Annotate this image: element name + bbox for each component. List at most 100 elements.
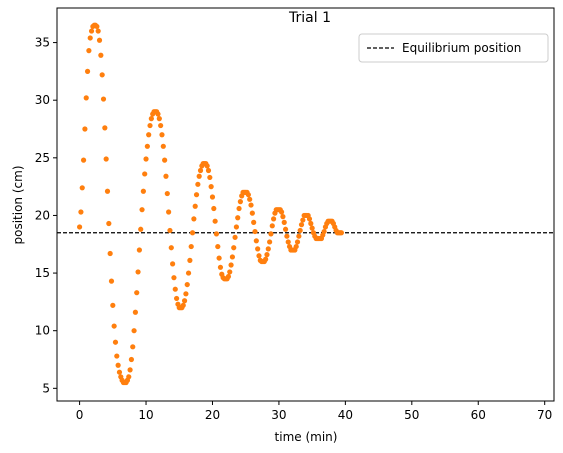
- data-point: [112, 339, 119, 345]
- x-tick-label: 60: [471, 408, 486, 422]
- data-point: [209, 194, 216, 200]
- data-point: [217, 264, 224, 270]
- data-point: [197, 167, 204, 174]
- y-tick-label: 20: [35, 208, 50, 222]
- y-tick-label: 25: [35, 151, 50, 165]
- data-point: [155, 111, 161, 117]
- data-point: [268, 231, 274, 237]
- y-axis-ticks: 5 10 15 20 25 30 35: [35, 36, 57, 395]
- data-point: [131, 328, 137, 334]
- data-point: [139, 207, 145, 213]
- data-point: [215, 243, 221, 250]
- x-tick-label: 70: [537, 408, 552, 422]
- data-point: [108, 278, 115, 284]
- data-point: [86, 48, 92, 54]
- data-point: [284, 233, 290, 239]
- data-point: [138, 226, 144, 232]
- data-point: [269, 223, 275, 229]
- data-point: [297, 227, 303, 234]
- data-point: [189, 230, 196, 236]
- data-point: [146, 132, 152, 138]
- data-point: [212, 218, 218, 224]
- data-point: [193, 192, 200, 198]
- data-point: [207, 174, 213, 181]
- data-point: [247, 196, 253, 202]
- data-point: [267, 239, 273, 245]
- data-point: [264, 252, 270, 258]
- data-point: [107, 250, 113, 257]
- data-point: [106, 220, 112, 227]
- data-point: [225, 273, 232, 280]
- data-point: [236, 205, 242, 212]
- data-point: [216, 255, 222, 261]
- data-point: [171, 275, 177, 281]
- y-tick-label: 5: [42, 381, 50, 395]
- data-point: [256, 253, 262, 259]
- data-point: [148, 116, 154, 122]
- data-point: [95, 28, 101, 34]
- y-tick-label: 15: [35, 266, 50, 280]
- data-point: [116, 369, 123, 375]
- data-point: [188, 243, 194, 250]
- x-tick-label: 20: [205, 408, 220, 422]
- x-tick-label: 40: [338, 408, 353, 422]
- data-point: [96, 37, 103, 43]
- data-point: [252, 228, 258, 235]
- data-point: [147, 122, 153, 129]
- data-point: [294, 239, 301, 245]
- data-point: [263, 256, 269, 262]
- data-point: [79, 185, 85, 191]
- chart-title: Trial 1: [288, 10, 331, 26]
- data-point: [88, 28, 95, 34]
- data-point: [162, 157, 168, 163]
- data-point: [114, 353, 120, 359]
- data-point: [191, 216, 197, 222]
- data-point: [115, 362, 121, 368]
- data-point: [82, 126, 88, 132]
- data-point: [309, 225, 315, 231]
- data-point: [245, 192, 251, 198]
- data-point: [127, 367, 133, 373]
- data-point: [144, 143, 150, 149]
- data-point: [237, 199, 243, 205]
- data-point: [281, 219, 287, 225]
- data-point: [187, 257, 193, 263]
- data-point: [205, 167, 212, 174]
- data-point: [233, 224, 239, 230]
- plot-frame: [56, 7, 555, 402]
- data-point: [167, 227, 173, 234]
- data-point: [142, 171, 148, 177]
- data-point: [184, 281, 190, 288]
- data-point: [102, 125, 108, 131]
- data-point: [338, 230, 344, 236]
- data-point: [170, 261, 176, 267]
- y-tick-label: 35: [35, 36, 50, 50]
- data-point: [100, 96, 107, 102]
- data-point: [204, 163, 210, 169]
- data-point: [110, 302, 116, 308]
- data-point: [173, 295, 180, 302]
- data-point: [160, 143, 166, 149]
- data-point: [128, 356, 135, 363]
- data-point: [213, 231, 220, 237]
- data-point: [166, 209, 172, 215]
- data-point: [249, 210, 255, 216]
- data-point: [181, 298, 188, 304]
- data-point: [195, 181, 201, 187]
- y-tick-label: 10: [35, 324, 50, 338]
- data-point: [232, 234, 238, 240]
- data-point: [134, 290, 140, 296]
- data-point: [306, 216, 313, 222]
- data-point: [111, 323, 117, 329]
- data-point: [251, 219, 257, 225]
- data-point: [253, 238, 259, 244]
- data-point: [280, 214, 286, 220]
- data-point: [78, 209, 84, 215]
- data-point: [211, 205, 217, 212]
- data-point: [172, 286, 178, 292]
- data-point: [285, 239, 291, 245]
- data-point: [196, 173, 202, 179]
- data-point: [87, 35, 93, 41]
